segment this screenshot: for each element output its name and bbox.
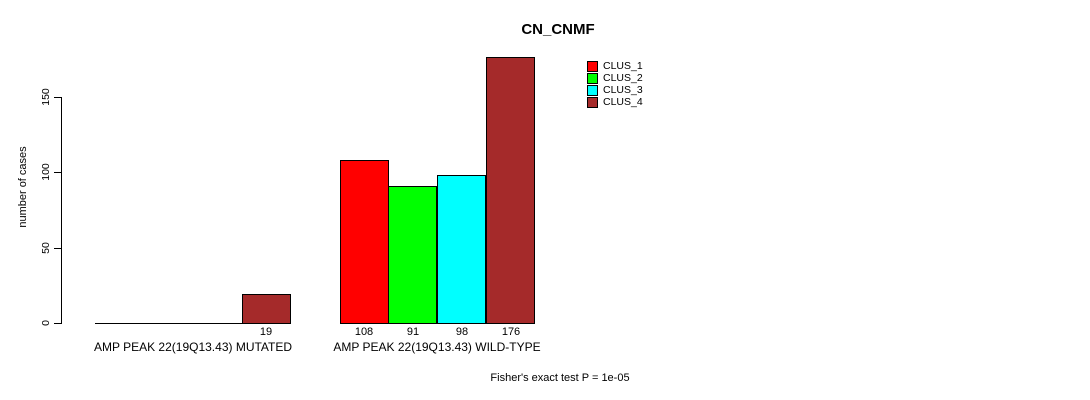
bar-clus_1 (340, 160, 389, 324)
bar-value-label: 98 (455, 326, 469, 338)
zero-bar-clus_3 (193, 323, 243, 324)
legend-swatch-icon (587, 84, 598, 96)
legend-item-clus_4: CLUS_4 (587, 96, 643, 108)
y-tick-label: 0 (40, 320, 52, 326)
legend-label: CLUS_3 (603, 84, 643, 96)
y-axis-line (61, 96, 62, 324)
legend: CLUS_1 CLUS_2 CLUS_3 CLUS_4 (587, 60, 643, 108)
chart-title: CN_CNMF (521, 21, 595, 38)
zero-bar-clus_2 (144, 323, 194, 324)
bar-value-label: 108 (354, 326, 374, 338)
category-label: AMP PEAK 22(19Q13.43) WILD-TYPE (333, 340, 541, 354)
bar-value-label: 19 (259, 326, 273, 338)
legend-item-clus_3: CLUS_3 (587, 84, 643, 96)
category-label: AMP PEAK 22(19Q13.43) MUTATED (93, 340, 293, 354)
y-tick-mark (54, 97, 61, 98)
legend-swatch-icon (587, 72, 598, 84)
bar-clus_4 (242, 294, 291, 324)
bar-value-label: 176 (501, 326, 521, 338)
bar-clus_2 (388, 186, 437, 324)
y-tick-label: 100 (40, 163, 52, 181)
y-tick-mark (54, 248, 61, 249)
legend-swatch-icon (587, 96, 598, 108)
annotation-text: Fisher's exact test P = 1e-05 (490, 372, 630, 384)
bar-clus_3 (437, 175, 486, 324)
y-axis-label: number of cases (17, 146, 29, 228)
legend-swatch-icon (587, 60, 598, 72)
legend-item-clus_1: CLUS_1 (587, 60, 643, 72)
y-tick-mark (54, 172, 61, 173)
legend-item-clus_2: CLUS_2 (587, 72, 643, 84)
bar-value-label: 91 (406, 326, 420, 338)
y-tick-mark (54, 323, 61, 324)
zero-bar-clus_1 (95, 323, 145, 324)
legend-label: CLUS_4 (603, 96, 643, 108)
legend-label: CLUS_2 (603, 72, 643, 84)
bar-clus_4 (486, 57, 535, 324)
y-tick-label: 150 (40, 88, 52, 106)
legend-label: CLUS_1 (603, 60, 643, 72)
y-tick-label: 50 (40, 242, 52, 254)
